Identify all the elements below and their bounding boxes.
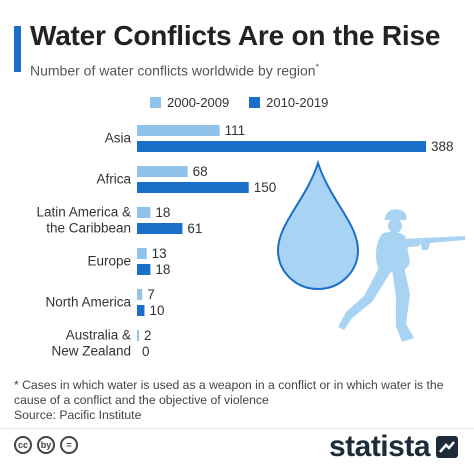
category-label: Latin America &	[36, 205, 131, 220]
category-label: Europe	[87, 254, 131, 269]
no-derivatives-icon[interactable]: =	[60, 436, 78, 454]
bar-group: Australia &New Zealand 20	[51, 328, 151, 360]
data-label: 111	[225, 123, 246, 138]
category-label: New Zealand	[51, 344, 131, 359]
legend-item-series-2: 2010-2019	[249, 95, 328, 110]
chart-title: Water Conflicts Are on the Rise	[30, 20, 441, 51]
bar-series-1	[137, 248, 147, 259]
bar-series-2	[137, 305, 145, 316]
footer-divider	[0, 428, 474, 429]
soldier-with-rifle-icon	[338, 209, 465, 342]
subtitle-text: Number of water conflicts worldwide by r…	[30, 62, 316, 79]
data-label: 0	[142, 344, 150, 359]
data-label: 18	[155, 262, 170, 277]
statista-logo-icon	[436, 436, 458, 458]
bar-series-2	[137, 141, 426, 152]
legend-swatch-series-1	[150, 97, 161, 108]
legend-swatch-series-2	[249, 97, 261, 108]
brand-wordmark: statista	[328, 430, 431, 463]
data-label: 10	[149, 303, 164, 318]
bar-series-2	[137, 182, 249, 193]
bar-series-2	[137, 223, 183, 234]
data-label: 68	[193, 164, 208, 179]
category-label: the Caribbean	[46, 221, 131, 236]
legend-label-series-1: 2000-2009	[167, 95, 230, 110]
bar-group: Latin America &the Caribbean 18 61	[36, 205, 202, 237]
subtitle-footnote-mark: *	[315, 62, 320, 72]
bar-group: North America 710	[45, 287, 164, 318]
category-label: Australia &	[66, 328, 131, 343]
brand-logo[interactable]: statista	[329, 430, 458, 464]
bar-series-1	[137, 207, 151, 218]
bar-series-1	[137, 166, 188, 177]
attribution-icon[interactable]: by	[37, 436, 55, 454]
legend-item-series-1: 2000-2009	[150, 95, 229, 110]
creative-commons-icon[interactable]: cc	[14, 436, 32, 454]
data-label: 18	[155, 205, 170, 220]
data-label: 61	[187, 221, 202, 236]
source-note: Source: Pacific Institute	[14, 408, 142, 422]
category-label: North America	[45, 295, 131, 310]
water-drop-icon	[276, 159, 360, 291]
chart-canvas: Asia 111 388 Africa 68 150 Latin America &the …	[36, 123, 465, 360]
data-label: 150	[254, 180, 277, 195]
legend-label-series-2: 2010-2019	[266, 95, 329, 110]
data-label: 7	[147, 287, 155, 302]
category-label: Asia	[105, 131, 132, 146]
bar-series-1	[137, 289, 143, 300]
bar-series-2	[137, 264, 151, 275]
footnote: * Cases in which water is used as a weap…	[14, 378, 444, 407]
license-icons: cc by =	[14, 436, 83, 454]
title-accent-bar	[14, 26, 21, 72]
bar-series-1	[137, 125, 220, 136]
data-label: 13	[152, 246, 167, 261]
category-label: Africa	[96, 172, 131, 187]
bar-group: Africa 68 150	[96, 164, 276, 195]
data-label: 2	[144, 328, 152, 343]
bar-series-1	[137, 330, 139, 341]
bar-group: Asia 111 388	[105, 123, 454, 154]
data-label: 388	[431, 139, 454, 154]
chart-subtitle: Number of water conflicts worldwide by r…	[30, 62, 319, 79]
chart-legend: 2000-2009 2010-2019	[150, 95, 348, 110]
